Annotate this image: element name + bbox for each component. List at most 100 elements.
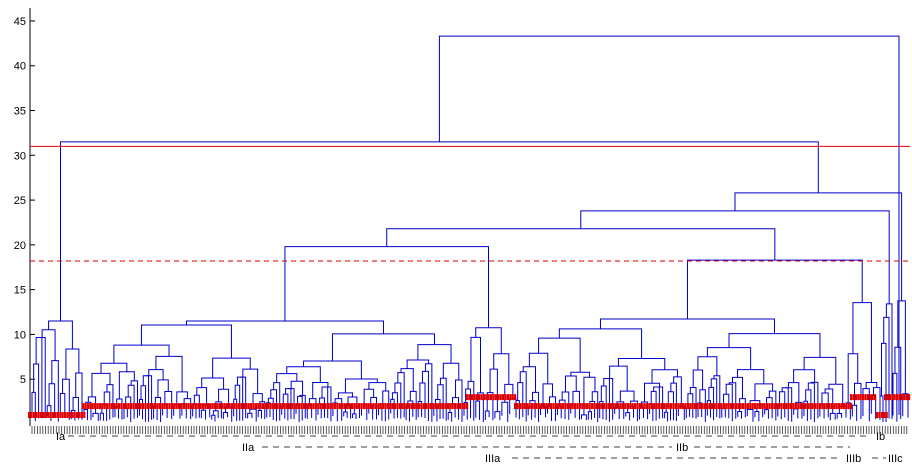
cluster-marker bbox=[682, 403, 685, 410]
cluster-marker bbox=[49, 412, 52, 419]
dendrogram-link bbox=[145, 375, 153, 420]
cluster-marker bbox=[576, 403, 579, 410]
cluster-marker bbox=[605, 403, 608, 410]
dendrogram-link bbox=[344, 378, 378, 393]
dendrogram-link bbox=[378, 407, 383, 421]
cluster-marker bbox=[350, 403, 353, 410]
cluster-marker bbox=[343, 403, 346, 410]
cluster-marker bbox=[185, 403, 188, 410]
cluster-marker bbox=[768, 403, 771, 410]
cluster-marker bbox=[754, 403, 757, 410]
dendrogram-link bbox=[212, 357, 251, 379]
dendrogram-link bbox=[807, 382, 815, 423]
dendrogram-link bbox=[854, 382, 862, 420]
cluster-marker bbox=[696, 403, 699, 410]
dendrogram-link bbox=[211, 414, 216, 422]
cluster-marker bbox=[170, 403, 173, 410]
cluster-marker bbox=[617, 403, 620, 410]
dendrogram-link bbox=[475, 400, 481, 420]
cluster-marker bbox=[658, 403, 661, 410]
cluster-marker bbox=[454, 403, 457, 410]
dendrogram-link bbox=[363, 388, 375, 405]
y-tick-label: 30 bbox=[14, 150, 26, 162]
cluster-marker bbox=[101, 403, 104, 410]
cluster-marker bbox=[384, 403, 387, 410]
cluster-marker bbox=[802, 403, 805, 410]
cluster-label-iib: IIb bbox=[676, 442, 688, 454]
dendrogram-link bbox=[438, 35, 900, 149]
cluster-marker bbox=[838, 403, 841, 410]
cluster-marker bbox=[324, 403, 327, 410]
cluster-marker bbox=[106, 403, 109, 410]
cluster-marker bbox=[132, 403, 135, 410]
cluster-marker bbox=[295, 403, 298, 410]
cluster-marker bbox=[66, 412, 69, 419]
cluster-marker bbox=[434, 403, 437, 410]
dendrogram-link bbox=[212, 410, 219, 419]
cluster-marker bbox=[891, 394, 894, 401]
cluster-marker bbox=[506, 394, 509, 401]
cluster-marker bbox=[211, 403, 214, 410]
cluster-marker bbox=[408, 403, 411, 410]
dendrogram-link bbox=[249, 408, 257, 422]
cluster-marker bbox=[432, 403, 435, 410]
cluster-marker bbox=[146, 403, 149, 410]
dendrogram-link bbox=[324, 386, 332, 422]
cluster-marker bbox=[660, 403, 663, 410]
cluster-marker bbox=[842, 403, 845, 410]
dendrogram-link bbox=[494, 411, 501, 421]
cluster-marker bbox=[466, 394, 469, 401]
dendrogram-link bbox=[233, 398, 238, 421]
cluster-marker bbox=[874, 394, 877, 401]
dendrogram-link bbox=[417, 344, 452, 364]
cluster-marker bbox=[518, 403, 521, 410]
cluster-marker bbox=[480, 394, 483, 401]
dendrogram-link bbox=[836, 412, 843, 419]
cluster-marker bbox=[550, 403, 553, 410]
cluster-marker bbox=[180, 403, 183, 410]
cluster-marker bbox=[223, 403, 226, 410]
dendrogram-link bbox=[731, 376, 743, 399]
cluster-marker bbox=[857, 394, 860, 401]
cluster-marker bbox=[151, 403, 154, 410]
cluster-marker bbox=[240, 403, 243, 410]
cluster-marker bbox=[283, 403, 286, 410]
cluster-marker bbox=[307, 403, 310, 410]
cluster-marker bbox=[257, 403, 260, 410]
cluster-marker bbox=[269, 403, 272, 410]
cluster-marker bbox=[761, 403, 764, 410]
cluster-marker bbox=[336, 403, 339, 410]
dendrogram-link bbox=[185, 320, 384, 334]
dendrogram-link bbox=[587, 411, 592, 420]
cluster-marker bbox=[247, 403, 250, 410]
cluster-marker bbox=[410, 403, 413, 410]
dendrogram-link bbox=[140, 324, 232, 359]
dendrogram-link bbox=[424, 363, 433, 422]
dendrogram-link bbox=[883, 316, 890, 419]
cluster-marker bbox=[163, 403, 166, 410]
cluster-marker bbox=[830, 403, 833, 410]
cluster-marker bbox=[533, 403, 536, 410]
cluster-marker bbox=[56, 412, 59, 419]
cluster-marker bbox=[403, 403, 406, 410]
cluster-marker bbox=[523, 403, 526, 410]
dendrogram-link bbox=[522, 366, 537, 393]
cluster-marker bbox=[487, 394, 490, 401]
cluster-marker bbox=[600, 403, 603, 410]
dendrogram-link bbox=[803, 356, 837, 385]
dendrogram-link bbox=[619, 390, 635, 402]
cluster-marker bbox=[869, 394, 872, 401]
cluster-marker bbox=[624, 403, 627, 410]
dendrogram-link bbox=[475, 327, 502, 354]
cluster-marker bbox=[125, 403, 128, 410]
cluster-marker bbox=[655, 403, 658, 410]
cluster-marker bbox=[583, 403, 586, 410]
cluster-marker bbox=[749, 403, 752, 410]
tree-layer bbox=[31, 35, 909, 423]
dendrogram-link bbox=[334, 398, 343, 421]
cluster-marker bbox=[547, 403, 550, 410]
cluster-marker bbox=[900, 394, 903, 401]
cluster-marker bbox=[528, 403, 531, 410]
dendrogram-link bbox=[692, 369, 704, 390]
dendrogram-link bbox=[885, 303, 893, 420]
